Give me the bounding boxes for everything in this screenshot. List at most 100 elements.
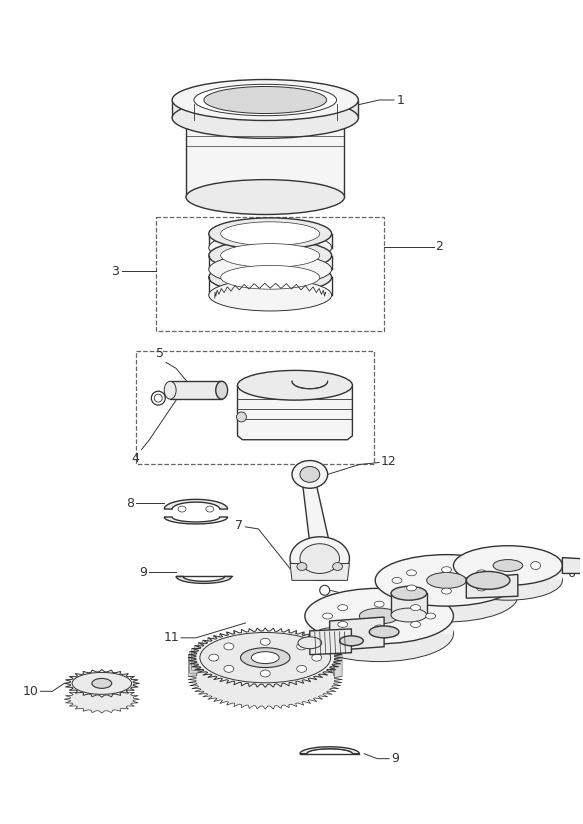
Ellipse shape — [298, 637, 322, 648]
Ellipse shape — [375, 570, 518, 622]
Polygon shape — [310, 629, 352, 654]
Ellipse shape — [209, 232, 332, 264]
Ellipse shape — [237, 412, 247, 422]
Ellipse shape — [297, 563, 307, 570]
Text: 10: 10 — [23, 685, 38, 698]
Ellipse shape — [172, 97, 359, 138]
Ellipse shape — [374, 625, 384, 631]
Ellipse shape — [531, 562, 540, 569]
Polygon shape — [329, 617, 384, 651]
Polygon shape — [326, 643, 332, 667]
Polygon shape — [332, 648, 339, 672]
Polygon shape — [198, 643, 206, 665]
Ellipse shape — [315, 628, 345, 644]
Polygon shape — [249, 629, 253, 653]
Polygon shape — [203, 640, 210, 663]
Ellipse shape — [172, 80, 359, 120]
Ellipse shape — [224, 665, 234, 672]
Ellipse shape — [186, 180, 345, 214]
Ellipse shape — [224, 643, 234, 650]
Polygon shape — [195, 645, 203, 667]
Ellipse shape — [493, 559, 523, 572]
Ellipse shape — [410, 621, 420, 627]
Ellipse shape — [406, 570, 416, 576]
Ellipse shape — [391, 608, 427, 622]
Polygon shape — [391, 593, 427, 615]
Ellipse shape — [369, 626, 399, 638]
Polygon shape — [213, 635, 221, 659]
Polygon shape — [176, 577, 231, 583]
Polygon shape — [220, 634, 226, 658]
Ellipse shape — [241, 648, 290, 667]
Ellipse shape — [206, 506, 214, 512]
Ellipse shape — [426, 613, 436, 619]
Ellipse shape — [323, 613, 333, 619]
Polygon shape — [241, 630, 246, 653]
Ellipse shape — [209, 240, 332, 271]
Ellipse shape — [375, 555, 518, 606]
Polygon shape — [265, 628, 268, 653]
Polygon shape — [563, 558, 583, 574]
Polygon shape — [186, 118, 345, 197]
Polygon shape — [64, 670, 139, 697]
Ellipse shape — [466, 572, 510, 589]
Polygon shape — [188, 654, 196, 677]
Ellipse shape — [194, 84, 336, 115]
Polygon shape — [300, 747, 359, 754]
Polygon shape — [466, 574, 518, 598]
Text: 6: 6 — [567, 567, 575, 580]
Ellipse shape — [300, 466, 319, 482]
Polygon shape — [454, 565, 563, 580]
Ellipse shape — [260, 670, 270, 677]
Ellipse shape — [312, 654, 322, 661]
Ellipse shape — [300, 544, 339, 574]
Ellipse shape — [251, 652, 279, 663]
Text: 1: 1 — [397, 93, 405, 106]
Polygon shape — [318, 638, 322, 662]
Text: 13: 13 — [379, 592, 395, 605]
Ellipse shape — [476, 570, 486, 576]
Ellipse shape — [359, 608, 399, 624]
Ellipse shape — [339, 636, 363, 646]
Polygon shape — [308, 634, 311, 658]
Text: 5: 5 — [156, 348, 164, 360]
Polygon shape — [290, 564, 349, 580]
Polygon shape — [303, 486, 329, 544]
Ellipse shape — [200, 633, 331, 683]
Text: 8: 8 — [127, 497, 135, 509]
Text: 4: 4 — [132, 452, 139, 465]
Polygon shape — [208, 638, 215, 661]
Ellipse shape — [221, 222, 319, 246]
Polygon shape — [257, 628, 261, 653]
Ellipse shape — [338, 621, 347, 627]
Text: 2: 2 — [436, 240, 444, 253]
Ellipse shape — [305, 606, 454, 662]
Polygon shape — [164, 517, 227, 524]
Ellipse shape — [92, 678, 112, 688]
Ellipse shape — [441, 588, 451, 594]
Polygon shape — [335, 654, 342, 677]
Ellipse shape — [260, 639, 270, 645]
Ellipse shape — [209, 279, 332, 311]
Polygon shape — [64, 686, 139, 713]
Ellipse shape — [305, 588, 454, 644]
Ellipse shape — [374, 602, 384, 607]
Polygon shape — [234, 630, 239, 655]
Ellipse shape — [290, 536, 349, 580]
Polygon shape — [314, 635, 317, 660]
Ellipse shape — [209, 261, 332, 293]
Ellipse shape — [209, 254, 332, 285]
Polygon shape — [188, 649, 342, 709]
Ellipse shape — [216, 382, 227, 399]
Ellipse shape — [209, 654, 219, 661]
Ellipse shape — [178, 506, 186, 512]
Ellipse shape — [237, 371, 352, 400]
Ellipse shape — [319, 585, 329, 595]
Ellipse shape — [476, 585, 486, 591]
Text: 9: 9 — [139, 566, 147, 579]
Polygon shape — [192, 648, 200, 670]
Ellipse shape — [454, 545, 563, 585]
Ellipse shape — [164, 382, 176, 399]
Polygon shape — [273, 628, 275, 653]
Ellipse shape — [406, 585, 416, 591]
